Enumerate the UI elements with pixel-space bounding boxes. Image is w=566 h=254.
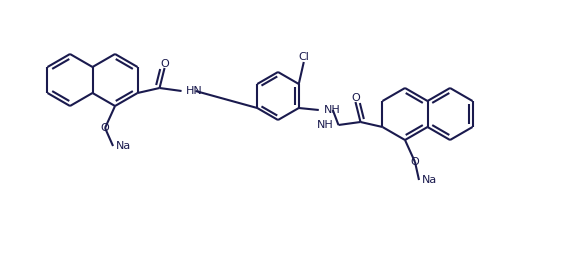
Text: Na: Na: [422, 175, 438, 185]
Text: O: O: [101, 123, 109, 133]
Text: Cl: Cl: [298, 52, 309, 62]
Text: HN: HN: [186, 86, 202, 96]
Text: O: O: [351, 93, 360, 103]
Text: Na: Na: [116, 141, 131, 151]
Text: O: O: [410, 157, 419, 167]
Text: O: O: [160, 59, 169, 69]
Text: NH: NH: [317, 120, 333, 130]
Text: NH: NH: [324, 105, 341, 115]
